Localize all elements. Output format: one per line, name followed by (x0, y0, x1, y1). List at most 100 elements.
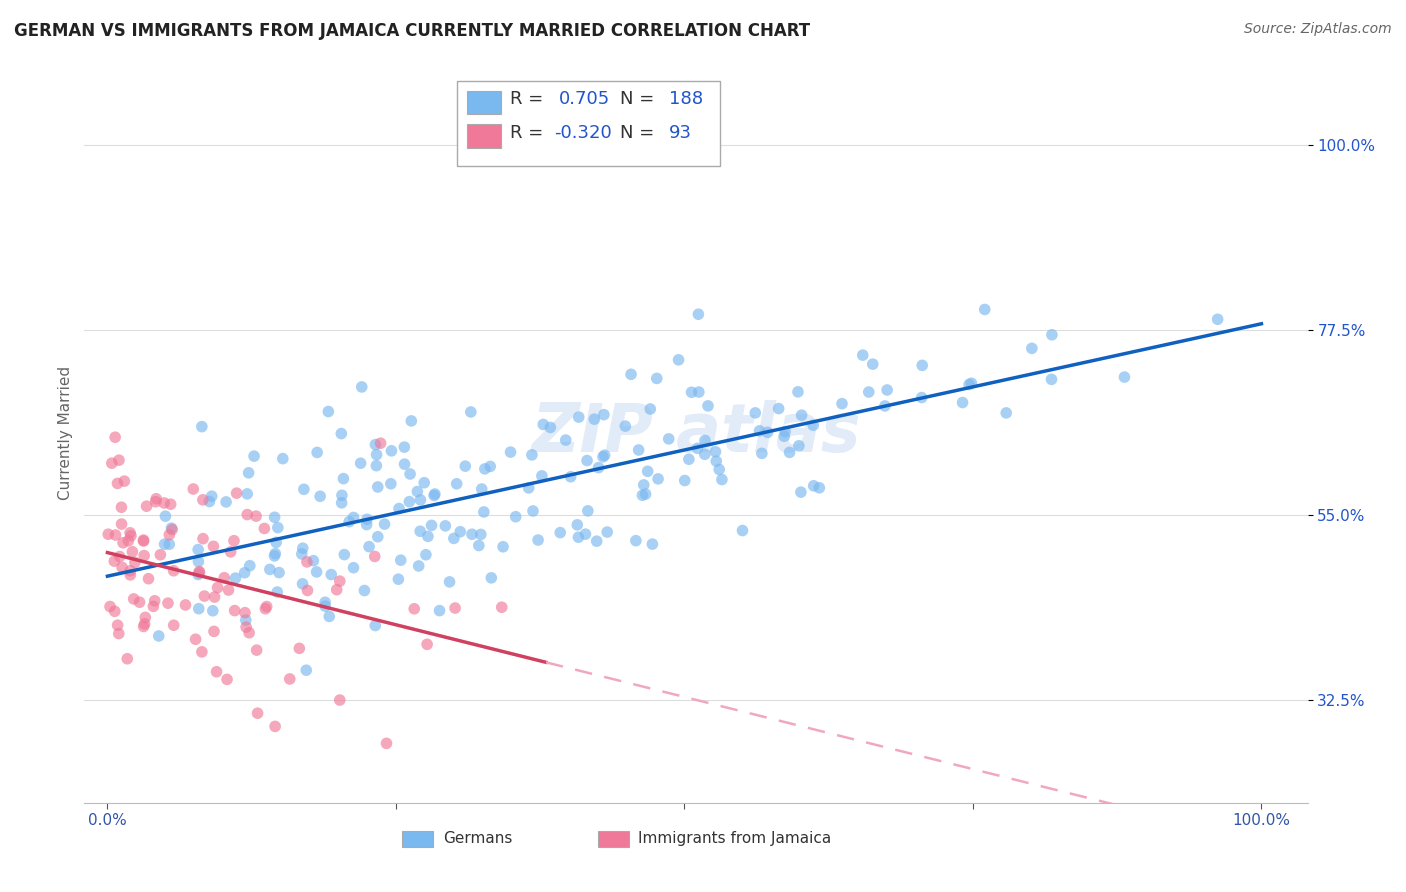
Point (149, 548, 172, 562)
Point (157, 528, 180, 542)
Point (423, 488, 446, 502)
Point (852, 348, 875, 362)
Point (191, 419, 214, 434)
Point (235, 620, 257, 634)
Point (224, 571, 246, 585)
Text: GERMAN VS IMMIGRANTS FROM JAMAICA CURRENTLY MARRIED CORRELATION CHART: GERMAN VS IMMIGRANTS FROM JAMAICA CURREN… (14, 22, 810, 40)
Point (236, 508, 259, 522)
Point (697, 399, 720, 413)
Point (527, 533, 550, 547)
Point (454, 459, 477, 474)
Point (394, 457, 416, 471)
Point (554, 433, 576, 447)
Point (219, 545, 242, 559)
Point (359, 540, 381, 554)
Point (647, 472, 669, 486)
Point (530, 468, 553, 483)
Point (957, 377, 980, 392)
Point (704, 444, 727, 458)
Point (499, 445, 522, 459)
Point (108, 453, 131, 467)
Point (184, 632, 207, 647)
Point (375, 736, 398, 750)
Point (461, 527, 484, 541)
Point (107, 476, 129, 491)
Point (153, 537, 176, 551)
Point (576, 453, 599, 467)
Point (709, 462, 731, 476)
Point (325, 582, 347, 597)
Point (271, 451, 294, 466)
Point (686, 442, 709, 456)
Point (588, 460, 610, 475)
Point (1206, 312, 1229, 326)
Point (1040, 327, 1063, 342)
Point (187, 542, 209, 557)
Point (538, 420, 561, 434)
Point (128, 595, 150, 609)
Point (205, 665, 228, 679)
Point (350, 456, 373, 470)
Point (157, 537, 180, 551)
Point (520, 448, 543, 462)
Bar (467, 91, 502, 114)
Point (531, 417, 554, 432)
Point (214, 571, 236, 585)
Point (112, 474, 135, 488)
Point (399, 467, 422, 481)
Text: R =: R = (510, 124, 548, 142)
Point (429, 604, 451, 618)
Point (207, 581, 229, 595)
Point (952, 395, 974, 409)
Point (681, 385, 703, 400)
Point (731, 524, 754, 538)
Point (668, 352, 690, 367)
Point (576, 504, 599, 518)
Point (408, 558, 430, 573)
Point (744, 406, 766, 420)
Point (748, 424, 770, 438)
Point (446, 476, 468, 491)
FancyBboxPatch shape (457, 81, 720, 166)
Point (263, 510, 285, 524)
Point (239, 558, 262, 573)
Point (434, 519, 457, 533)
Point (174, 598, 197, 612)
Point (225, 486, 247, 500)
Point (366, 448, 388, 462)
Point (267, 520, 290, 534)
Point (911, 359, 934, 373)
Point (264, 535, 287, 549)
Point (568, 410, 591, 425)
Point (202, 539, 225, 553)
Point (474, 462, 496, 476)
Point (101, 456, 124, 470)
Point (627, 442, 650, 457)
Text: ZIP atlas: ZIP atlas (531, 400, 860, 466)
Point (380, 476, 402, 491)
Text: 188: 188 (669, 90, 703, 109)
Point (337, 515, 360, 529)
Point (314, 599, 336, 614)
Point (264, 547, 287, 561)
Point (768, 401, 790, 416)
Point (1021, 342, 1043, 356)
Point (238, 466, 260, 480)
Point (693, 434, 716, 448)
Point (505, 509, 527, 524)
Point (460, 405, 482, 419)
Point (145, 495, 167, 509)
Point (409, 492, 432, 507)
Point (389, 553, 412, 567)
Point (751, 446, 773, 460)
Text: Immigrants from Jamaica: Immigrants from Jamaica (638, 830, 832, 846)
Point (634, 487, 657, 501)
Text: Germans: Germans (443, 830, 512, 846)
Point (330, 488, 353, 502)
Point (624, 533, 647, 548)
Point (404, 601, 426, 615)
Point (187, 601, 209, 615)
Point (790, 485, 813, 500)
Point (259, 562, 281, 576)
Point (104, 430, 127, 444)
